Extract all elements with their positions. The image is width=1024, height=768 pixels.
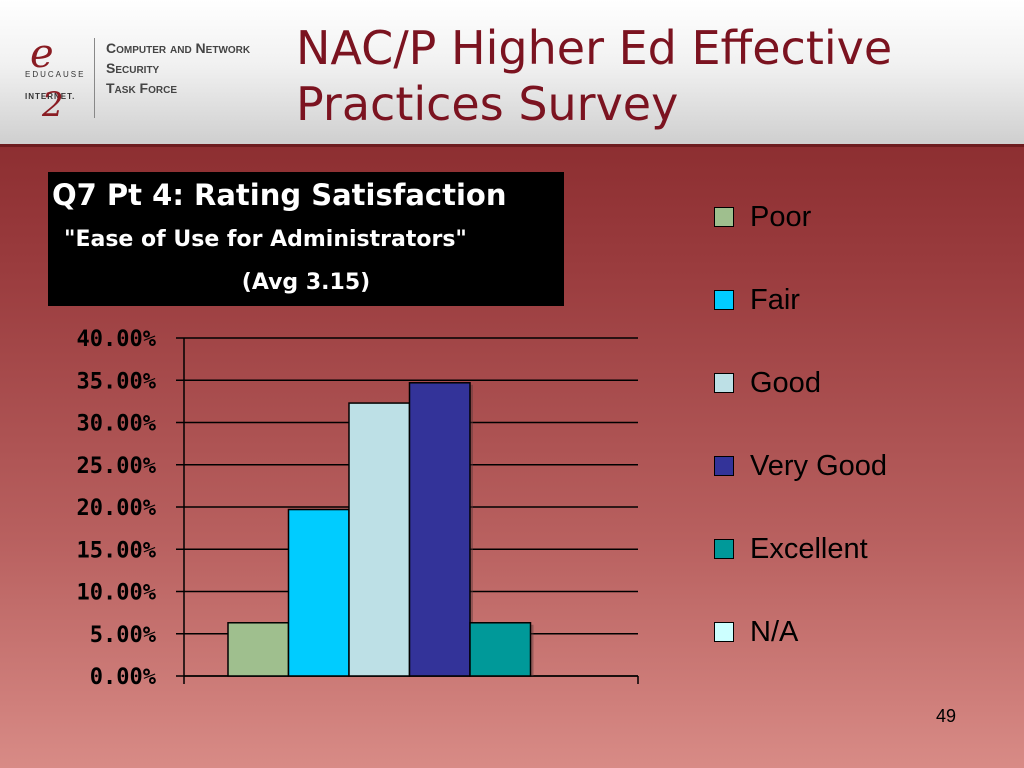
y-tick-label: 20.00% (77, 496, 157, 521)
slide-header: e EDUCAUSE INTERNET. 2 Computer and Netw… (0, 0, 1024, 147)
y-tick-label: 25.00% (77, 454, 157, 479)
slide-number: 49 (936, 706, 957, 726)
y-tick-label: 35.00% (77, 369, 157, 394)
y-tick-label: 5.00% (90, 623, 157, 648)
internet2-logo-text: INTERNET. (25, 92, 76, 101)
chart-title-box: Q7 Pt 4: Rating Satisfaction "Ease of Us… (48, 172, 564, 306)
legend-item: Very Good (714, 446, 887, 486)
chart-subtitle: "Ease of Use for Administrators" (64, 227, 467, 252)
bar-good (348, 402, 411, 677)
y-tick-label: 0.00% (90, 665, 157, 690)
chart-average: (Avg 3.15) (241, 270, 371, 295)
legend-label: N/A (750, 615, 799, 648)
legend-swatch (714, 456, 734, 476)
bar-poor (227, 622, 290, 677)
legend-swatch (714, 622, 734, 642)
legend-item: Poor (714, 197, 811, 237)
y-tick-label: 40.00% (77, 327, 157, 352)
legend-label: Excellent (750, 532, 868, 565)
educause-logo-text: EDUCAUSE (25, 70, 86, 79)
task-force-logo: e EDUCAUSE INTERNET. 2 Computer and Netw… (22, 34, 282, 126)
logo-divider (94, 38, 95, 118)
chart-title: Q7 Pt 4: Rating Satisfaction (52, 178, 507, 212)
legend-swatch (714, 207, 734, 227)
legend-item: N/A (714, 612, 798, 652)
legend-label: Good (750, 366, 821, 399)
legend-label: Poor (750, 200, 812, 233)
y-tick-label: 30.00% (77, 412, 157, 437)
legend-item: Fair (714, 280, 800, 320)
internet2-logo-mark: 2 (42, 85, 64, 125)
y-tick-label: 10.00% (77, 581, 157, 606)
legend-label: Very Good (750, 449, 888, 482)
logo-line-3: Task Force (106, 80, 177, 96)
legend-item: Excellent (714, 529, 868, 569)
legend-swatch (714, 373, 734, 393)
legend-item: Good (714, 363, 821, 403)
slide-title: NAC/P Higher Ed Effective Practices Surv… (296, 21, 893, 131)
legend-label: Fair (750, 283, 800, 316)
legend-swatch (714, 290, 734, 310)
bar-fair (287, 508, 350, 677)
educause-logo-mark: e (30, 31, 54, 77)
y-tick-label: 15.00% (77, 538, 157, 563)
logo-line-1: Computer and Network (106, 40, 251, 56)
bar-excellent (469, 622, 532, 677)
bar-very-good (408, 382, 471, 677)
logo-line-2: Security (106, 60, 160, 76)
legend-swatch (714, 539, 734, 559)
